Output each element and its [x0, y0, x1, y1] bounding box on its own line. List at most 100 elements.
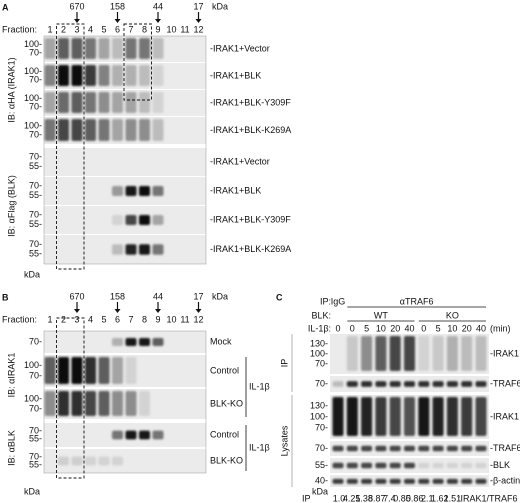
fraction-number: 9: [155, 24, 160, 34]
blot-band: [375, 336, 387, 371]
blot-band: [58, 119, 69, 141]
blot-band: [432, 445, 444, 452]
blot-strip: [44, 389, 206, 419]
fraction-label: Fraction:: [2, 24, 37, 34]
blot-band: [418, 381, 430, 387]
panel-letter: B: [2, 292, 9, 302]
blot-band: [139, 391, 150, 416]
blot-band: [125, 357, 137, 384]
row-label: -IRAK1+BLK-K269A: [210, 125, 291, 135]
marker-unit: kDa: [212, 1, 228, 11]
blot-band: [346, 478, 358, 484]
blot-band: [346, 462, 358, 469]
blot-band: [418, 336, 430, 371]
blot-label: -TRAF6: [490, 443, 520, 453]
kda-label: kDa: [312, 486, 328, 496]
blot-band: [112, 65, 123, 86]
blot-band: [475, 397, 487, 436]
fraction-label: Fraction:: [2, 314, 37, 324]
blot-band: [85, 456, 96, 466]
blot-band: [404, 462, 415, 469]
blot-band: [58, 391, 69, 416]
blot-label: -TRAF6: [490, 378, 520, 388]
blot-band: [71, 92, 83, 113]
mw-label: 40-: [315, 475, 328, 485]
blot-band: [361, 478, 373, 484]
blot-band: [71, 65, 83, 86]
size-marker: 670: [69, 291, 84, 301]
blot-band: [85, 391, 96, 416]
row-label: Control: [210, 429, 239, 439]
blot-band: [98, 456, 110, 466]
size-marker: 158: [110, 291, 125, 301]
ratio-value: 5.38: [355, 493, 373, 503]
fraction-number: 2: [61, 314, 66, 324]
blot-label: -BLK: [490, 460, 510, 470]
blot-strip: [44, 177, 206, 205]
row-label: -IRAK1+BLK-K269A: [210, 244, 291, 254]
blot-band: [346, 336, 358, 371]
blot-band: [44, 357, 56, 384]
time-label: 20: [390, 323, 400, 333]
fraction-number: 4: [88, 24, 93, 34]
mw-label: 70-: [29, 75, 42, 85]
arrow-head: [155, 19, 161, 23]
blot-band: [461, 462, 473, 469]
blot-band: [446, 381, 458, 387]
row-label: -IRAK1+Vector: [210, 43, 270, 53]
time-unit: (min): [490, 323, 511, 333]
fraction-number: 12: [193, 24, 203, 34]
fraction-number: 4: [88, 314, 93, 324]
blot-band: [375, 462, 387, 469]
blot-band: [432, 478, 444, 484]
size-marker: 17: [193, 291, 203, 301]
blot-band: [152, 92, 164, 113]
dashed-box: [56, 23, 85, 270]
blot-band: [152, 244, 164, 255]
arrow-head: [155, 309, 161, 313]
mw-label: 70-: [29, 403, 42, 413]
group-label: IB: αFlag (BLK): [6, 175, 16, 237]
mw-label: 100-: [24, 360, 42, 370]
blot-band: [152, 65, 164, 86]
blot-strip: [44, 206, 206, 234]
blot-band: [432, 381, 444, 387]
blot-band: [389, 397, 401, 436]
mw-label: 70-: [29, 102, 42, 112]
blot-band: [139, 430, 150, 440]
blot-band: [71, 357, 83, 384]
blot-band: [418, 445, 430, 452]
blot-band: [152, 338, 164, 346]
blot-band: [139, 65, 150, 86]
marker-unit: kDa: [212, 291, 228, 301]
blot-band: [461, 381, 473, 387]
blot-band: [461, 478, 473, 484]
blot-band: [346, 445, 358, 452]
blot-band: [446, 445, 458, 452]
blot-band: [361, 336, 373, 371]
panel-letter: C: [276, 292, 283, 302]
ratio-value: 7.4: [383, 493, 396, 503]
time-label: 10: [376, 323, 386, 333]
blot-band: [125, 338, 137, 346]
row-label: Mock: [210, 336, 232, 346]
arrow-head: [74, 309, 80, 313]
blot-band: [446, 462, 458, 469]
blot-band: [112, 338, 123, 346]
blot-band: [58, 357, 69, 384]
blot-band: [389, 462, 401, 469]
blot-strip: [44, 423, 206, 447]
blot-band: [332, 381, 344, 387]
ratio-value: 0.85: [393, 493, 411, 503]
blot-band: [85, 92, 96, 113]
blot-outline: [43, 35, 207, 265]
row-label: -IRAK1+BLK-Y309F: [210, 214, 291, 224]
blot-band: [475, 462, 487, 469]
blot-band: [112, 92, 123, 113]
fraction-number: 12: [193, 314, 203, 324]
blot-band: [112, 456, 123, 466]
mw-label: 55-: [29, 219, 42, 229]
dashed-box: [123, 23, 152, 101]
blot-strip: [44, 331, 206, 353]
